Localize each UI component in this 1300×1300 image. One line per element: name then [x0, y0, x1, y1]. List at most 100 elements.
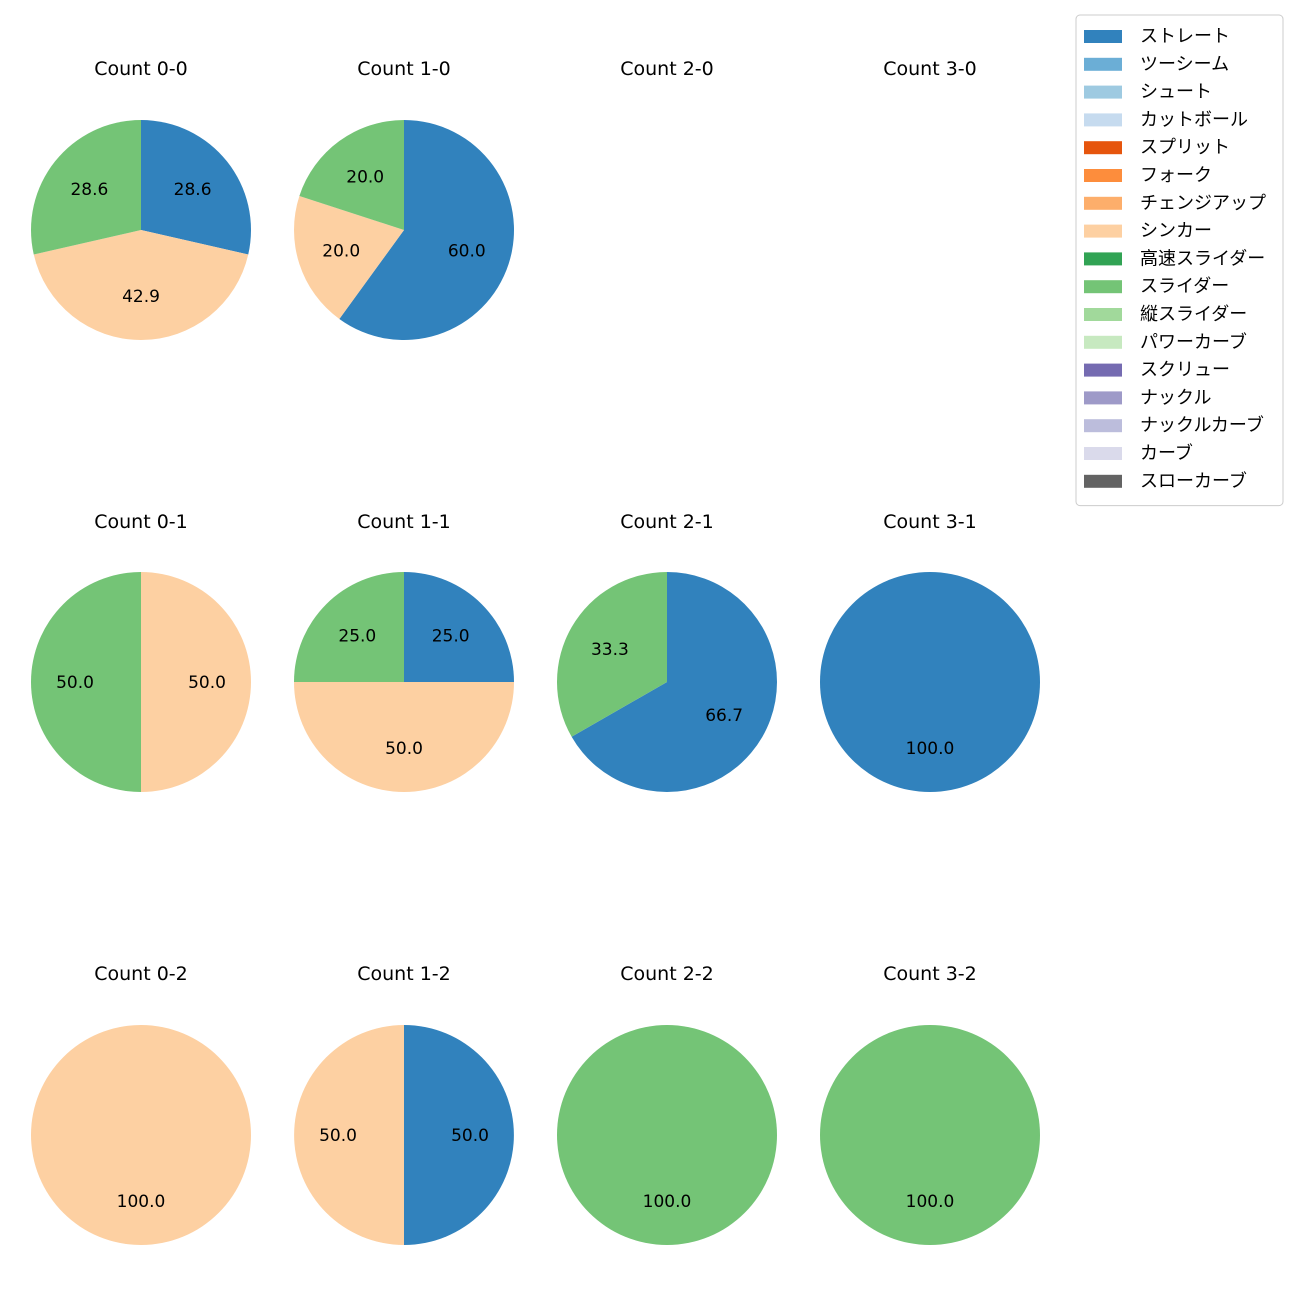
pie-data-label: 20.0: [346, 168, 384, 188]
legend-label: ナックル: [1140, 387, 1211, 408]
pie-count-3-0: Count 3-0: [883, 58, 977, 80]
legend-label: スライダー: [1140, 276, 1229, 297]
legend-label: スクリュー: [1140, 360, 1230, 381]
pie-count-1-2: Count 1-2 50.0 50.0: [294, 963, 514, 1245]
pie-title: Count 0-2: [94, 963, 188, 985]
pie-count-3-2: Count 3-2 100.0: [820, 963, 1040, 1245]
pie-count-0-0: Count 0-0 28.6 42.9 28.6: [30, 58, 251, 340]
pie-data-label: 50.0: [188, 673, 226, 693]
legend-swatch: [1084, 141, 1122, 155]
legend-swatch: [1084, 335, 1122, 349]
pie-slice-count-1-0: [299, 120, 404, 230]
pie-slice-count-3-1: [820, 572, 1040, 792]
legend-label: シュート: [1140, 82, 1212, 103]
pie-slice-count-1-2: [404, 1025, 514, 1245]
legend: ストレートツーシームシュートカットボールスプリットフォークチェンジアップシンカー…: [1075, 14, 1284, 507]
pie-slice-count-1-1: [294, 572, 404, 682]
legend-frame: [1075, 14, 1284, 507]
pie-title: Count 2-0: [620, 58, 714, 80]
pie-slice-count-2-1: [571, 572, 777, 792]
legend-swatch: [1084, 57, 1122, 71]
pie-data-label: 100.0: [117, 1192, 166, 1212]
pie-title: Count 0-1: [94, 511, 188, 533]
pie-data-label: 28.6: [70, 180, 108, 200]
pie-data-label: 66.7: [705, 706, 743, 726]
pie-slice-count-0-0: [141, 120, 251, 255]
legend-swatch: [1084, 419, 1122, 433]
pie-data-label: 100.0: [906, 1192, 955, 1212]
legend-swatch: [1084, 363, 1122, 377]
pie-data-label: 50.0: [319, 1126, 357, 1146]
pie-title: Count 3-2: [883, 963, 977, 985]
legend-label: ストレート: [1140, 26, 1230, 47]
pie-slice-count-2-1: [556, 572, 667, 737]
pie-title: Count 3-0: [883, 58, 977, 80]
pie-slice-count-0-2: [31, 1025, 251, 1245]
legend-swatch: [1084, 252, 1122, 266]
pie-title: Count 1-1: [357, 511, 451, 533]
pie-count-2-0: Count 2-0: [620, 58, 714, 80]
pie-slice-count-3-2: [820, 1025, 1040, 1245]
pie-slice-count-1-1: [404, 572, 514, 682]
pie-slice-count-1-0: [339, 120, 514, 340]
legend-label: ツーシーム: [1140, 54, 1229, 75]
pie-data-label: 42.9: [122, 287, 160, 307]
legend-swatch: [1084, 474, 1122, 488]
pie-data-label: 50.0: [385, 739, 423, 759]
pie-slice-count-0-0: [30, 120, 142, 255]
legend-label: カーブ: [1140, 442, 1193, 464]
pie-data-label: 50.0: [451, 1126, 489, 1146]
pie-title: Count 2-1: [620, 511, 714, 533]
legend-swatch: [1084, 113, 1122, 127]
pie-data-label: 20.0: [322, 241, 360, 261]
pie-title: Count 1-2: [357, 963, 451, 985]
pie-slice-count-1-2: [294, 1025, 404, 1245]
legend-label: 高速スライダー: [1140, 248, 1265, 269]
legend-swatch: [1084, 280, 1122, 294]
pie-count-2-2: Count 2-2 100.0: [557, 963, 777, 1245]
pie-title: Count 3-1: [883, 511, 977, 533]
pie-count-0-1: Count 0-1 50.0 50.0: [31, 511, 251, 792]
legend-swatch: [1084, 447, 1122, 460]
legend-swatch: [1084, 224, 1122, 238]
legend-swatch: [1084, 308, 1122, 321]
legend-label: シンカー: [1140, 221, 1212, 242]
legend-label: スプリット: [1140, 137, 1230, 158]
pie-slice-count-0-1: [31, 572, 141, 792]
legend-label: パワーカーブ: [1140, 331, 1247, 353]
legend-swatch: [1084, 85, 1122, 99]
pie-count-1-1: Count 1-1 25.0 50.0 25.0: [294, 511, 514, 792]
pie-slice-count-1-1: [294, 682, 514, 792]
pie-count-0-2: Count 0-2 100.0: [31, 963, 251, 1245]
pie-title: Count 0-0: [94, 58, 188, 80]
pie-data-label: 60.0: [448, 241, 486, 261]
legend-label: カットボール: [1140, 109, 1248, 130]
legend-label: ナックルカーブ: [1140, 414, 1264, 436]
legend-label: チェンジアップ: [1140, 193, 1266, 214]
pie-slice-count-2-2: [557, 1025, 777, 1245]
pie-data-label: 50.0: [56, 673, 94, 693]
pie-data-label: 25.0: [338, 626, 376, 646]
pie-data-label: 33.3: [591, 640, 629, 660]
legend-label: スローカーブ: [1140, 470, 1247, 492]
pie-count-3-1: Count 3-1 100.0: [820, 511, 1040, 792]
pie-count-1-0: Count 1-0 60.0 20.0 20.0: [294, 58, 514, 340]
legend-swatch: [1084, 169, 1122, 182]
pie-slice-count-0-0: [33, 230, 249, 340]
pie-title: Count 2-2: [620, 963, 714, 985]
pie-data-label: 28.6: [174, 180, 212, 200]
pie-title: Count 1-0: [357, 58, 451, 80]
legend-swatch: [1084, 30, 1122, 43]
pie-slice-count-1-0: [294, 196, 404, 319]
pie-data-label: 100.0: [906, 739, 955, 759]
pie-slice-count-0-1: [141, 572, 251, 792]
pie-data-label: 100.0: [643, 1192, 692, 1212]
pie-count-2-1: Count 2-1 66.7 33.3: [556, 511, 777, 792]
legend-swatch: [1084, 196, 1122, 210]
pie-data-label: 25.0: [432, 626, 470, 646]
legend-label: フォーク: [1140, 165, 1212, 186]
legend-label: 縦スライダー: [1140, 304, 1247, 325]
legend-swatch: [1084, 391, 1122, 405]
